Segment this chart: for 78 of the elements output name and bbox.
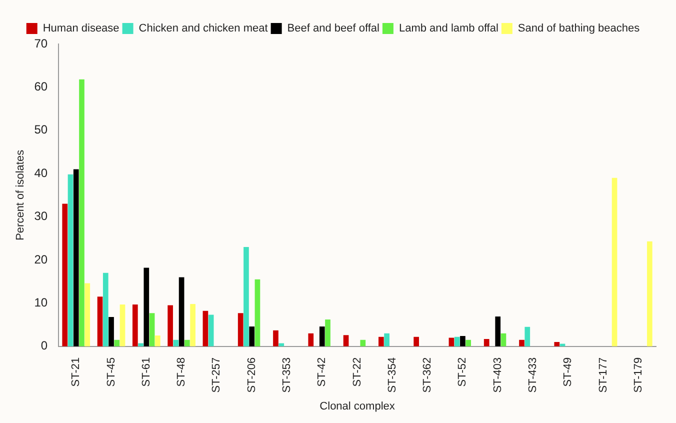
y-tick-label: 40 [34,166,48,180]
y-axis-title: Percent of isolates [14,149,27,240]
x-tick-label: ST-362 [422,357,434,393]
x-tick-label: ST-48 [176,357,188,387]
x-tick-label: ST-22 [351,357,364,387]
x-tick-label: ST-177 [597,357,610,393]
y-tick-label: 0 [40,338,48,353]
y-tick-label: 30 [34,209,48,224]
bar [273,330,278,346]
bar [202,310,208,346]
bar [190,304,196,346]
legend-label: Beef and beef offal [287,22,380,35]
bar [149,313,155,346]
y-tick-label: 70 [34,36,48,50]
bar [68,174,74,346]
bar [554,342,560,346]
bar [254,279,260,346]
bar [343,335,349,346]
bar [120,304,126,346]
x-tick-label: ST-21 [70,357,82,387]
x-tick-label: ST-45 [105,357,118,387]
y-tick-label: 20 [34,252,48,266]
bar [360,340,366,346]
bar [384,333,390,346]
bar [178,277,184,346]
x-tick-label: ST-52 [456,357,469,387]
bar [524,326,530,346]
legend-label: Lamb and lamb offal [398,22,498,35]
bar [448,338,454,346]
bar [73,169,79,346]
x-tick-label: ST-49 [562,357,574,387]
bar [84,283,90,346]
y-tick-label: 10 [34,295,48,310]
x-tick-label: ST-433 [527,357,540,393]
bar [102,272,108,346]
legend-label: Human disease [42,22,120,35]
x-tick-label: ST-353 [281,357,294,393]
x-tick-label: ST-257 [210,357,223,393]
bar [484,338,490,346]
bar [79,79,84,346]
bar [238,313,244,346]
bar [114,340,120,346]
x-tick-label: ST-179 [632,357,644,393]
bar [97,296,103,346]
legend-label: Chicken and chicken meat [138,22,268,35]
bar [62,204,68,346]
x-tick-label: ST-403 [492,357,504,393]
bar [244,246,249,346]
bar [132,304,138,346]
bar [460,336,466,346]
bar [414,336,419,346]
x-tick-label: ST-206 [246,357,258,393]
bar [154,336,160,346]
bar [500,333,506,346]
bar [647,241,652,346]
x-tick-label: ST-354 [386,357,398,393]
bar [466,340,471,346]
bar [108,316,114,346]
x-axis-title: Clonal complex [320,400,396,412]
bar [249,326,255,346]
bar [612,178,618,346]
bar [308,333,314,346]
bar [319,326,325,346]
bar [495,316,501,346]
y-tick-label: 60 [34,80,48,94]
bar [168,305,173,346]
x-tick-label: ST-42 [316,357,328,387]
x-tick-label: ST-61 [140,357,152,387]
bar [184,340,190,346]
bar [519,340,524,346]
bar [208,314,214,346]
bar [378,336,384,346]
legend-label: Sand of bathing beaches [518,22,640,35]
bar [560,344,566,346]
bar [454,336,460,346]
bar [325,320,330,346]
bar [144,268,150,346]
y-tick-label: 50 [34,122,48,137]
